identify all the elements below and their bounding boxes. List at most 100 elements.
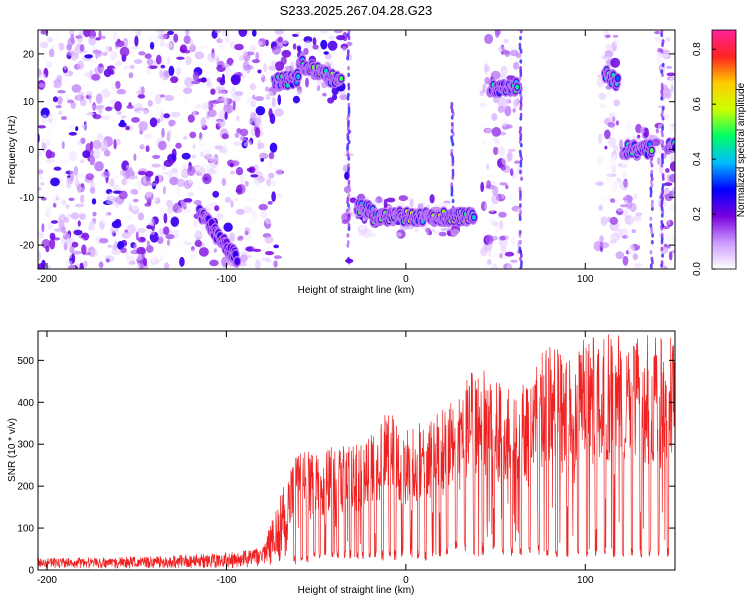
- spectrogram-noise-cell: [53, 30, 57, 37]
- spectrogram-noise-cell: [176, 178, 185, 188]
- spectrogram-noise-cell: [146, 58, 154, 66]
- spectrogram-noise-cell: [148, 222, 154, 226]
- spectrogram-streak-cell: [346, 136, 350, 141]
- spectrogram-streak-cell: [346, 169, 350, 175]
- spectrogram-noise-cell: [135, 91, 143, 95]
- spectrogram-streak-cell: [519, 203, 522, 208]
- spectrogram-noise-cell: [443, 200, 451, 204]
- spectrogram-noise-cell: [149, 35, 159, 44]
- spectrogram-noise-cell: [191, 111, 200, 116]
- spectrogram-noise-cell: [92, 211, 97, 217]
- spectrogram-noise-cell: [45, 208, 51, 218]
- spectrogram-streak-cell: [660, 206, 664, 211]
- spectrogram-streak-cell: [347, 119, 350, 125]
- spectrogram-noise-cell: [40, 197, 47, 201]
- spectrogram-noise-cell: [598, 92, 607, 100]
- spectrogram-noise-cell: [137, 170, 147, 176]
- spectrogram-noise-cell: [295, 92, 303, 97]
- spectrogram-noise-cell: [226, 57, 234, 66]
- spectrogram-noise-cell: [168, 85, 179, 92]
- spectrogram-noise-cell: [168, 65, 175, 77]
- spectrogram-noise-cell: [91, 257, 95, 267]
- spectrogram-streak-cell: [347, 106, 351, 111]
- spectrogram-noise-cell: [163, 113, 171, 119]
- spectrogram-noise-cell: [253, 117, 261, 126]
- spectrogram-noise-cell: [654, 36, 664, 43]
- spectrogram-noise-cell: [244, 120, 253, 128]
- spectrogram-noise-cell: [157, 234, 167, 238]
- spectrogram-noise-cell: [246, 96, 253, 104]
- spectrogram-streak-cell: [520, 260, 523, 265]
- spectrogram-noise-cell: [187, 114, 195, 123]
- spectrogram-noise-cell: [125, 251, 129, 260]
- spectrogram-noise-cell: [383, 198, 388, 209]
- spectrogram-streak-cell: [347, 156, 351, 161]
- spectrogram-noise-cell: [47, 206, 53, 216]
- spectrogram-noise-cell: [232, 100, 236, 111]
- spectrogram-noise-cell: [196, 162, 202, 171]
- spectrogram-noise-cell: [40, 182, 45, 186]
- spectrogram-noise-cell: [62, 231, 69, 240]
- spectrogram-noise-cell: [224, 32, 230, 44]
- spectrogram-noise-cell: [95, 93, 103, 105]
- spectrogram-streak-cell: [519, 240, 522, 245]
- spectrogram-noise-cell: [72, 250, 82, 255]
- spectrogram-noise-cell: [128, 170, 136, 180]
- spectrogram-streak-cell: [519, 35, 522, 41]
- spectrogram-noise-cell: [267, 201, 273, 205]
- spectrogram-noise-cell: [252, 242, 256, 250]
- spectrogram-noise-cell: [371, 233, 377, 238]
- spectrogram-noise-cell: [64, 252, 73, 260]
- spectrogram-noise-cell: [108, 229, 114, 240]
- spectrogram-noise-cell: [265, 93, 271, 100]
- spectrogram-streak-cell: [518, 139, 522, 145]
- spectrogram-noise-cell: [494, 30, 500, 38]
- spectrogram-noise-cell: [599, 235, 604, 243]
- spectrogram-noise-cell: [655, 128, 659, 134]
- spectrogram-noise-cell: [74, 203, 85, 208]
- spectrogram-noise-cell: [265, 86, 269, 92]
- spectrogram-noise-cell: [118, 190, 128, 200]
- spectrogram-noise-cell: [327, 97, 335, 104]
- snr-x-tick-label: 100: [577, 575, 594, 586]
- spectrogram-streak-cell: [660, 240, 664, 245]
- spectrogram-noise-cell: [598, 133, 603, 145]
- spectrogram-streak-cell: [660, 199, 664, 205]
- spectrogram-noise-cell: [597, 157, 602, 165]
- spectrogram-ridge-core: [472, 214, 476, 220]
- spectrogram-noise-cell: [316, 84, 321, 92]
- spectrogram-noise-cell: [221, 63, 230, 69]
- spectrogram-noise-cell: [296, 45, 302, 52]
- colorbar-ticks: 0.0 0.2 0.4 0.6 0.8: [692, 42, 716, 276]
- spectrogram-streak-cell: [519, 69, 523, 74]
- spectrogram-noise-cell: [483, 83, 488, 89]
- spectrogram-noise-cell: [103, 150, 111, 157]
- spectrogram-noise-cell: [617, 191, 628, 199]
- spectrogram-noise-cell: [61, 116, 67, 121]
- spectrogram-streak-cell: [660, 163, 664, 168]
- spectrogram-noise-cell: [492, 185, 499, 196]
- spectrogram-noise-cell: [101, 219, 107, 224]
- spectrogram-noise-cell: [627, 244, 636, 255]
- spectrogram-noise-cell: [623, 206, 629, 218]
- spectrogram-noise-cell: [235, 184, 243, 195]
- spectrogram-noise-cell: [600, 216, 608, 227]
- spectrogram-noise-cell: [281, 49, 292, 58]
- spectrogram-noise-cell: [131, 205, 140, 215]
- spectrogram-noise-cell: [484, 201, 492, 211]
- spectrogram-noise-cell: [320, 30, 329, 34]
- spectrogram-streak-cell: [661, 156, 664, 161]
- spectrogram-noise-cell: [110, 50, 118, 61]
- spectrogram-streak-cell: [347, 203, 350, 208]
- spectrogram-noise-cell: [157, 186, 167, 194]
- spectrogram-streak-cell: [651, 260, 654, 265]
- spectrogram-noise-cell: [596, 117, 606, 122]
- spectrogram-noise-cell: [656, 55, 663, 65]
- spectrogram-noise-cell: [505, 184, 509, 190]
- spectrogram-noise-cell: [662, 113, 670, 121]
- spectrogram-noise-cell: [65, 97, 70, 101]
- spectrogram-noise-cell: [500, 246, 507, 252]
- spectrogram-noise-cell: [273, 244, 280, 249]
- spectrogram-streak-cell: [660, 32, 664, 37]
- spectrogram-noise-cell: [80, 194, 85, 204]
